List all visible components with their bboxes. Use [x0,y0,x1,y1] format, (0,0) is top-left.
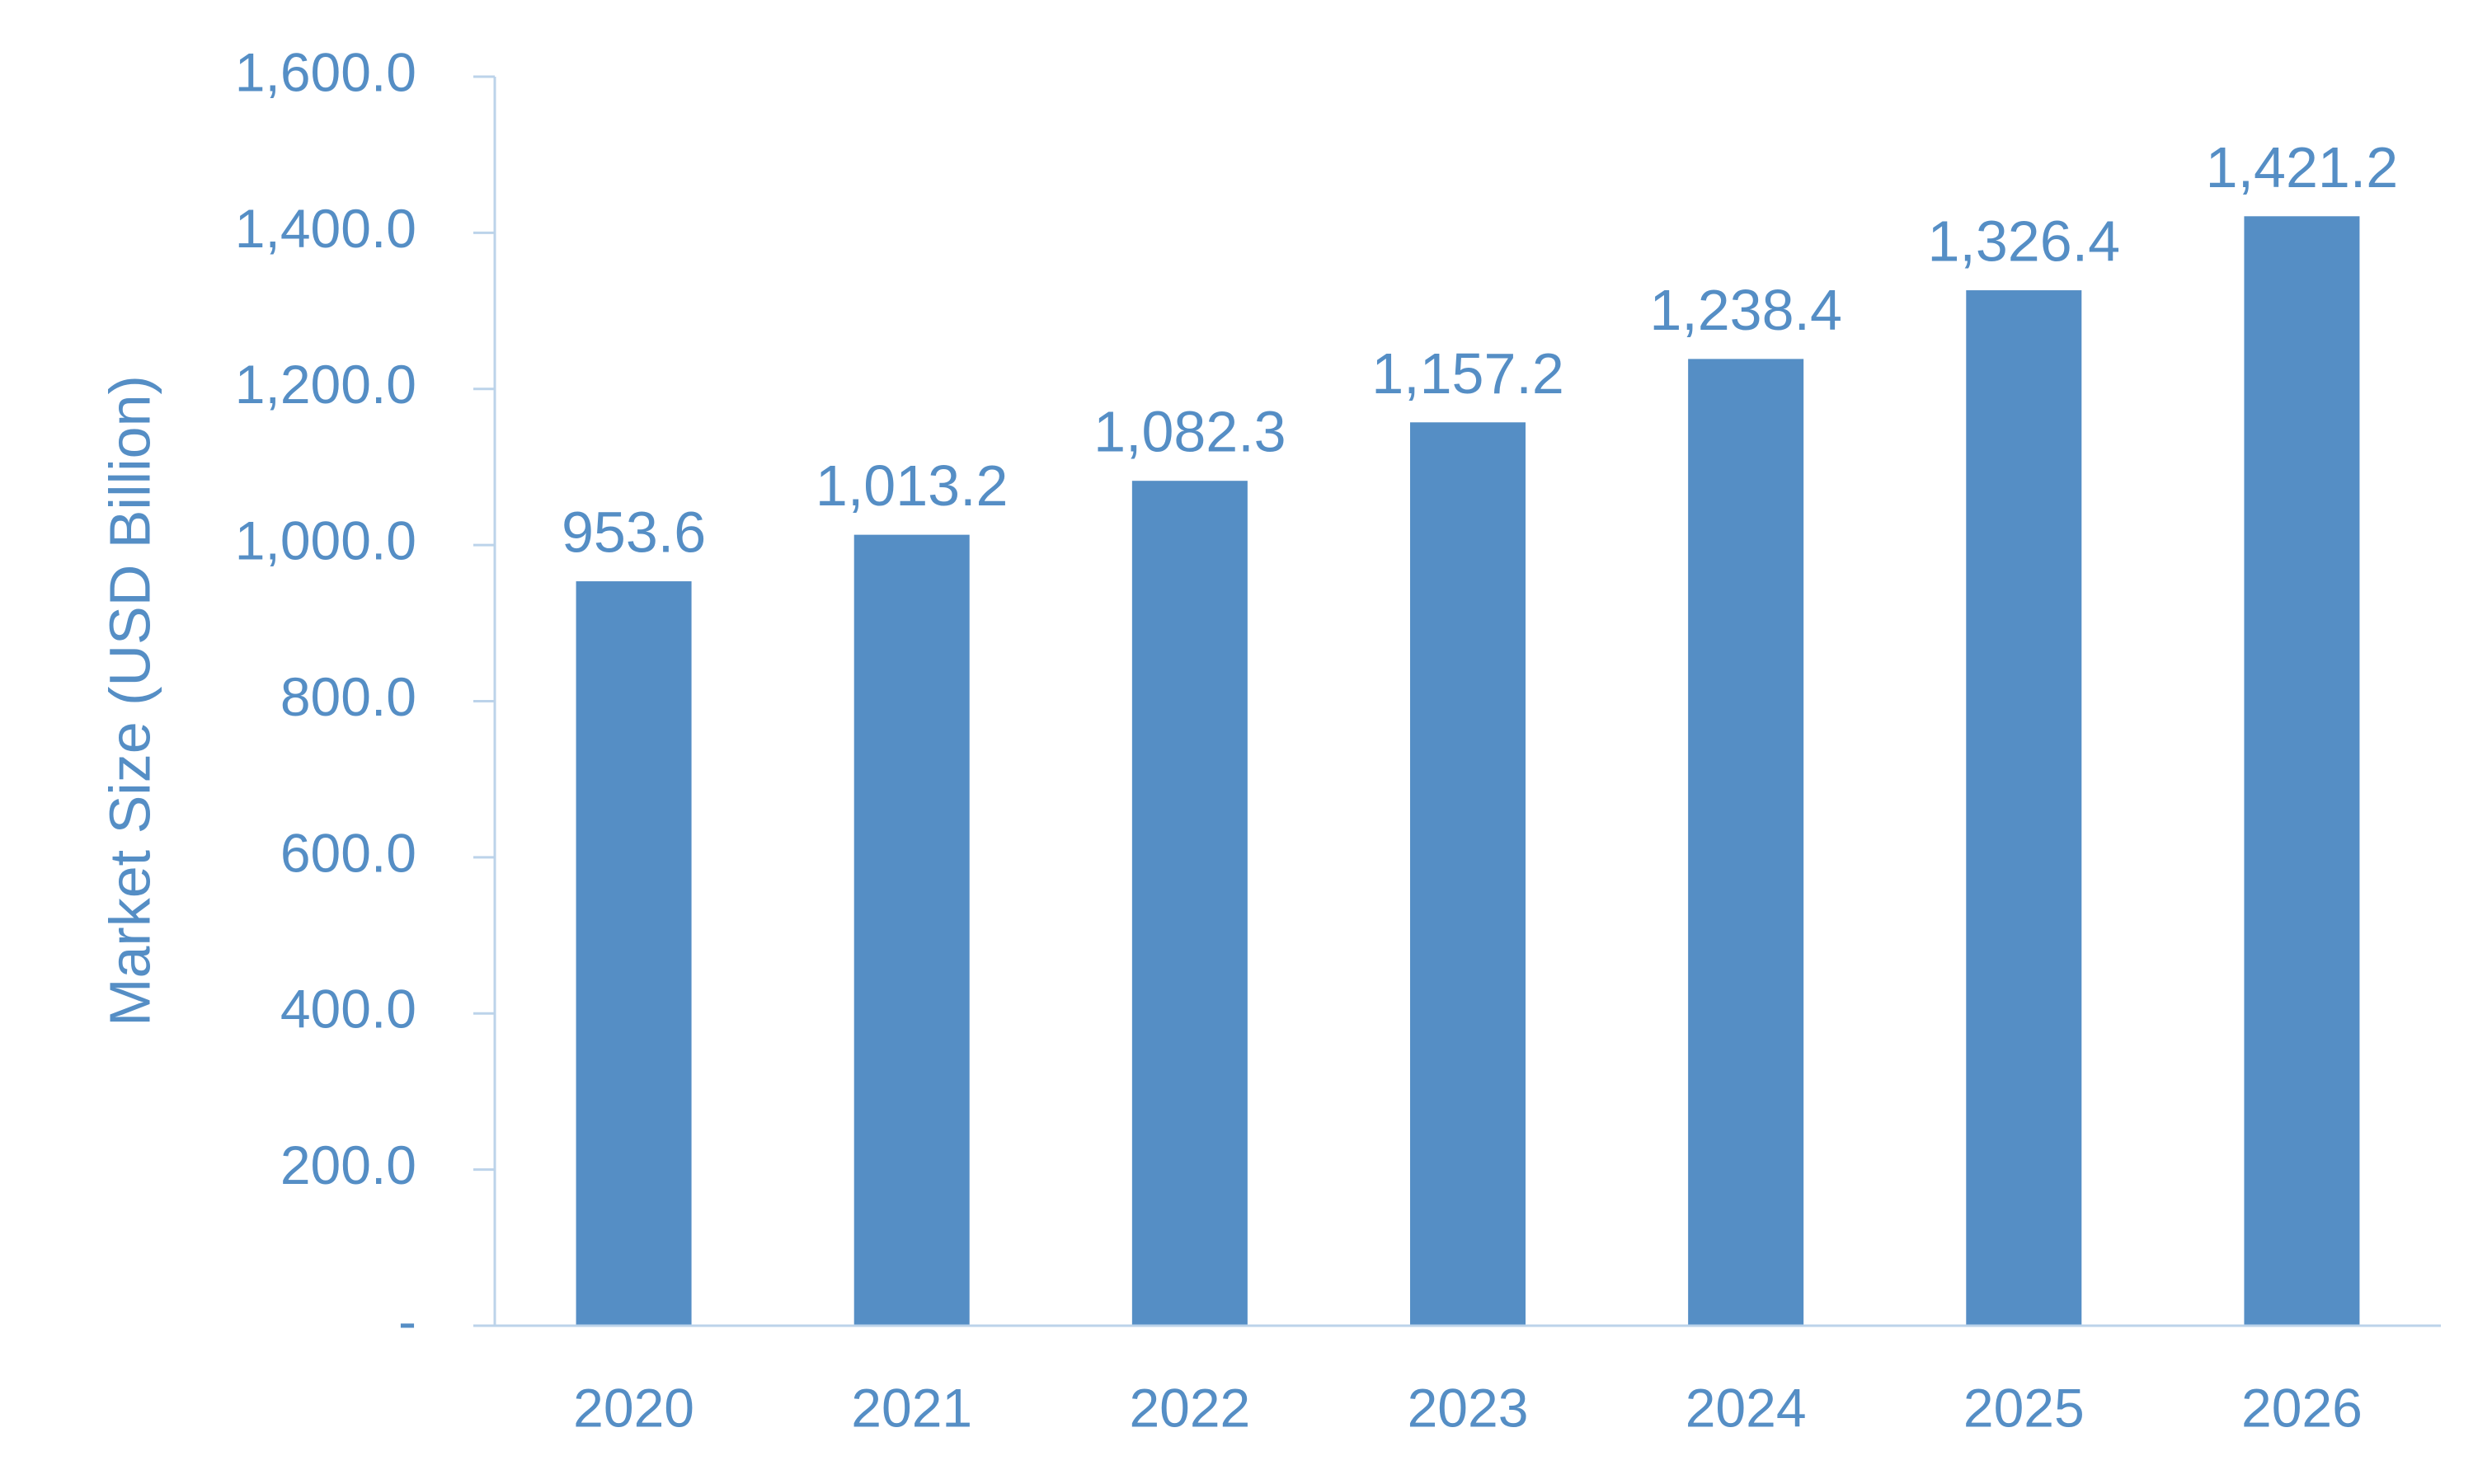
data-label: 1,082.3 [1093,400,1286,464]
y-tick-label: 1,000.0 [235,510,416,571]
bar [1131,481,1248,1326]
x-tick-label: 2021 [851,1377,972,1438]
data-label: 953.6 [562,500,706,565]
y-tick-label: 1,600.0 [235,41,416,102]
bar [1410,422,1526,1326]
x-axis-ticks: 2020 2021 2022 2023 2024 2025 2026 [573,1377,2363,1438]
y-tick-label: - [398,1290,416,1351]
y-tick-label: 1,200.0 [235,354,416,415]
bar [576,581,692,1326]
y-tick-label: 800.0 [280,666,416,727]
x-tick-label: 2020 [573,1377,694,1438]
x-tick-label: 2024 [1686,1377,1807,1438]
data-label: 1,326.4 [1928,209,2121,274]
y-tick-label: 400.0 [280,979,416,1040]
axes [473,77,2441,1327]
bars [576,216,2360,1327]
y-tick-label: 1,400.0 [235,198,416,259]
x-tick-label: 2022 [1129,1377,1250,1438]
x-tick-label: 2023 [1408,1377,1529,1438]
data-label: 1,421.2 [2206,135,2399,200]
data-label: 1,238.4 [1649,278,1842,342]
y-axis-title-group: Market Size (USD Billion) [97,375,162,1026]
bar [1966,290,2082,1327]
y-tick-label: 200.0 [280,1134,416,1195]
data-labels: 953.6 1,013.2 1,082.3 1,157.2 1,238.4 1,326.4… [562,135,2398,565]
bar [2244,216,2360,1326]
data-label: 1,013.2 [816,453,1009,518]
bar [1688,359,1804,1326]
data-label: 1,157.2 [1371,341,1564,406]
y-axis-ticks: - 200.0 400.0 600.0 800.0 1,000.0 1,200.0 1,400… [235,41,495,1351]
bar [853,534,970,1326]
x-tick-label: 2026 [2241,1377,2363,1438]
y-tick-label: 600.0 [280,822,416,883]
y-axis-title: Market Size (USD Billion) [97,375,162,1026]
x-tick-label: 2025 [1963,1377,2085,1438]
